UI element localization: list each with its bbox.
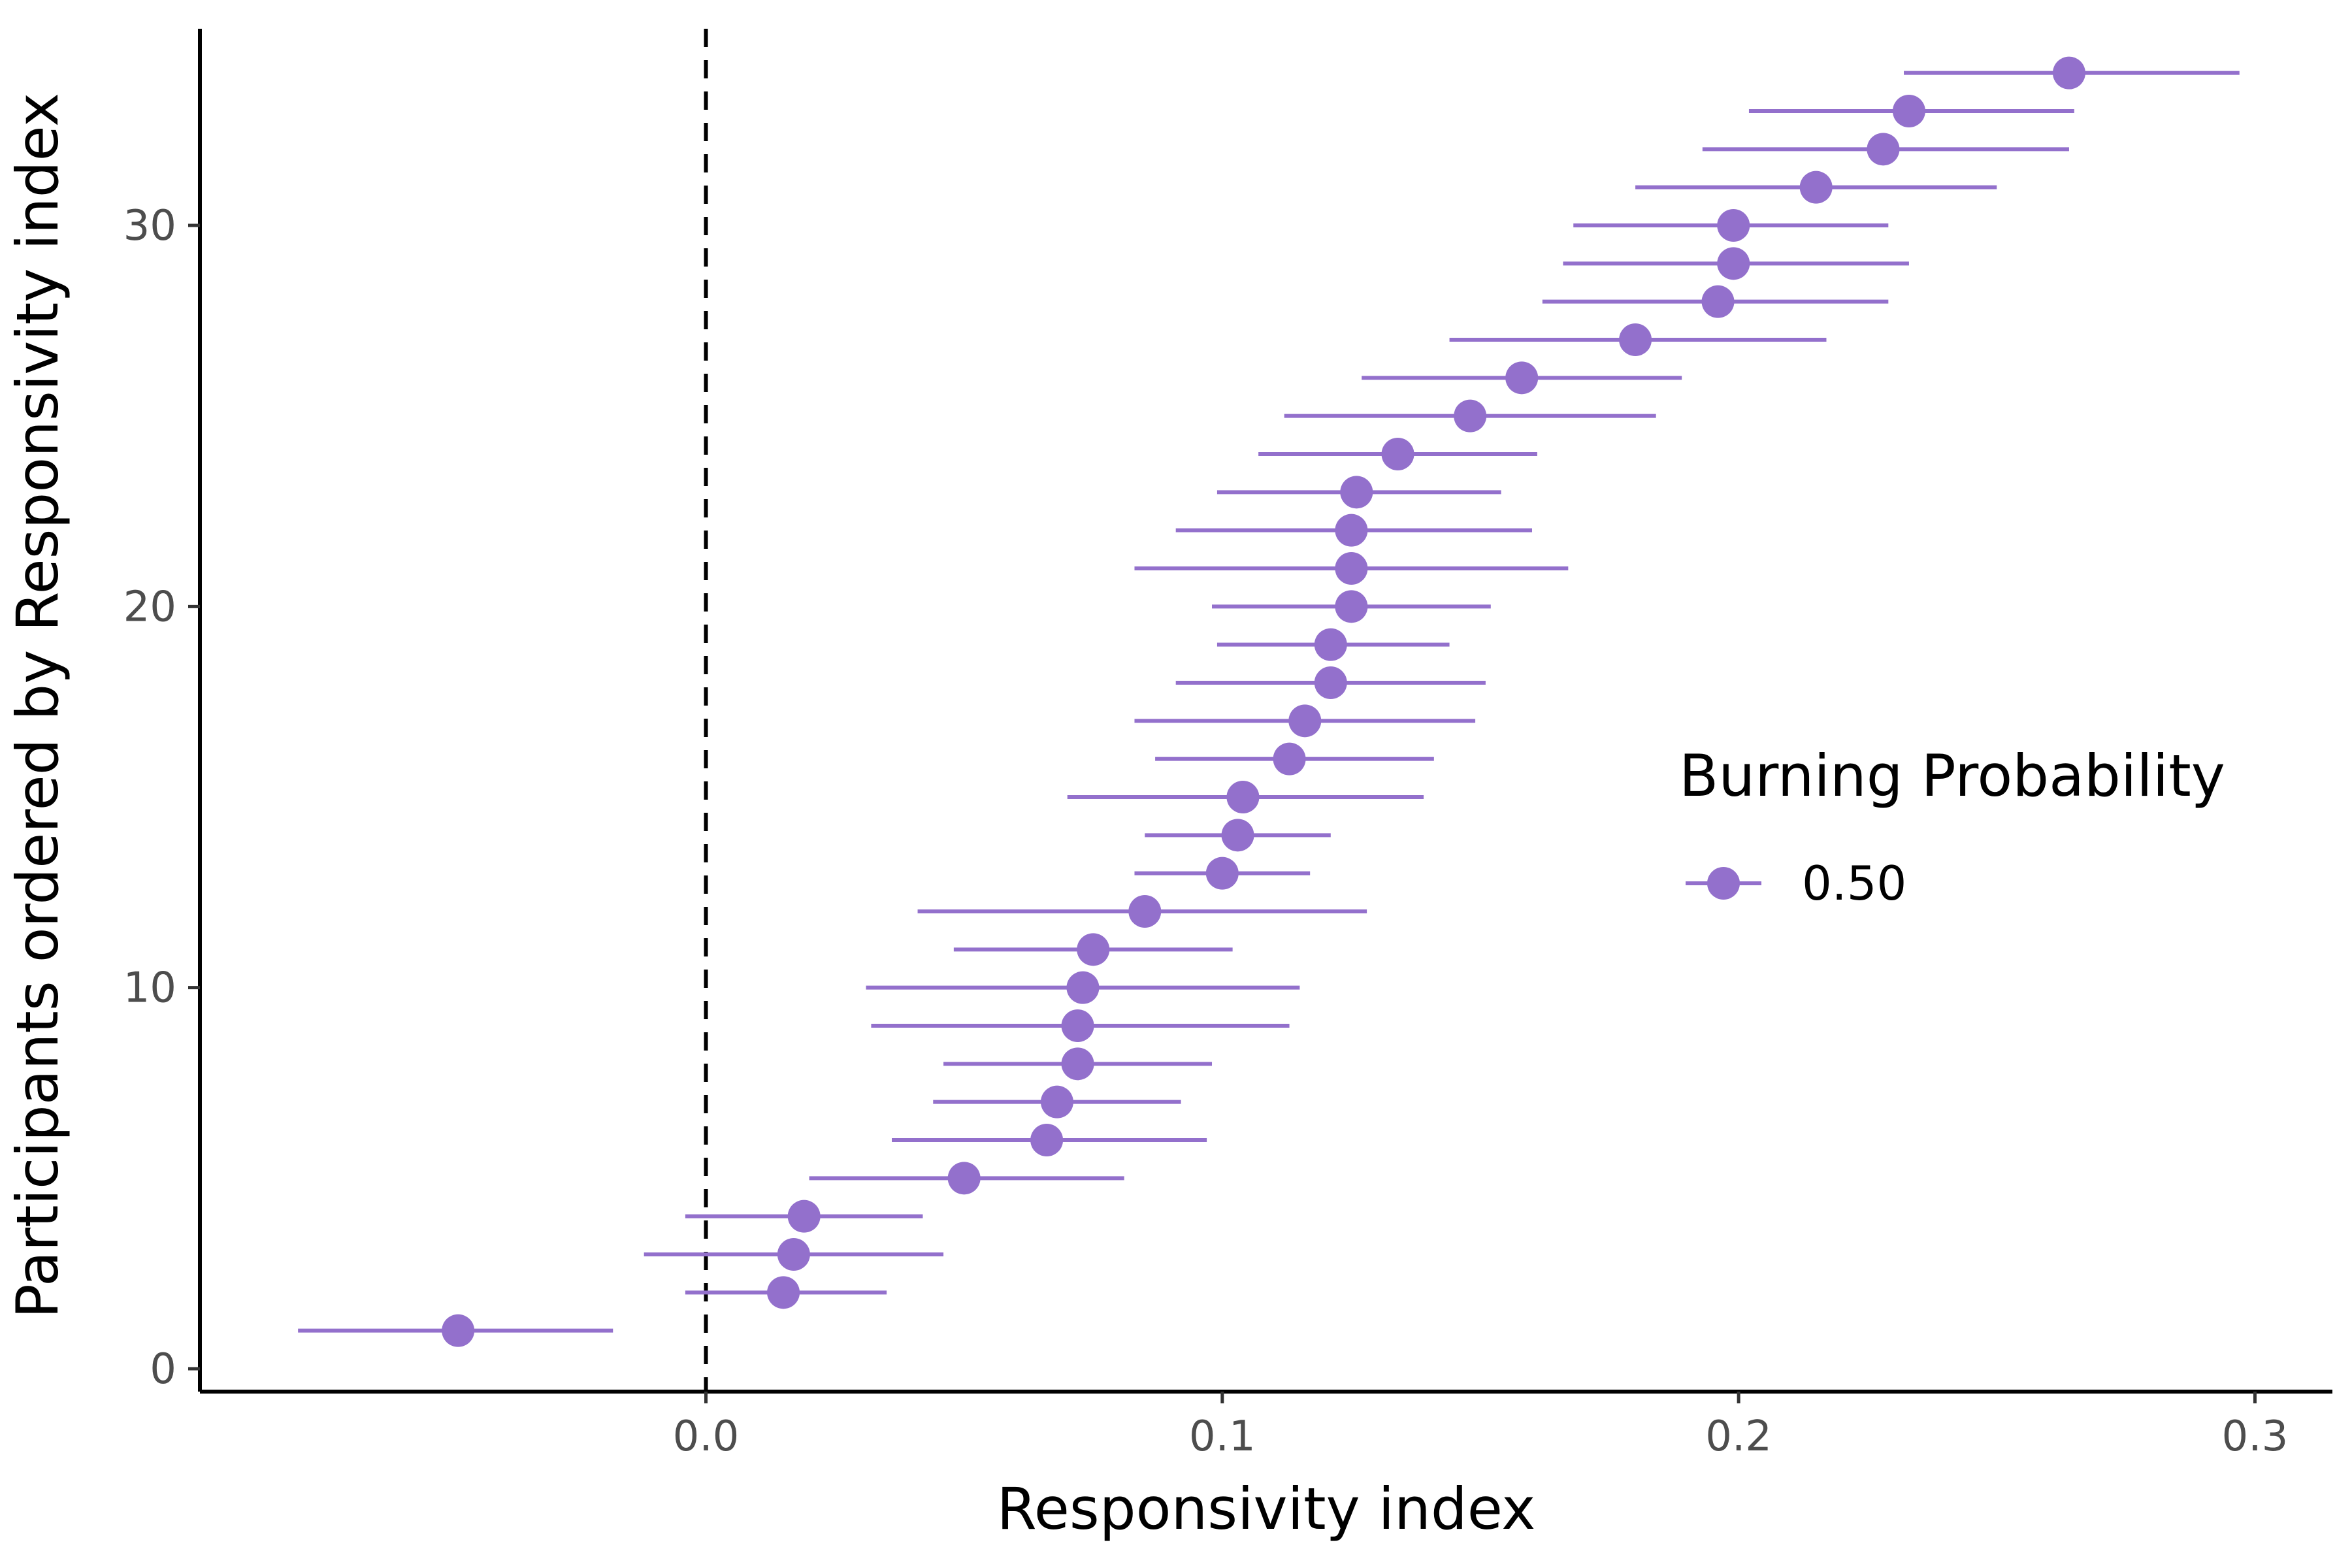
point-estimate bbox=[787, 1200, 821, 1233]
point-estimate bbox=[1061, 1009, 1094, 1042]
point-estimate bbox=[1892, 95, 1925, 127]
point-estimate bbox=[1799, 171, 1833, 204]
point-estimate bbox=[1381, 438, 1414, 470]
point-estimate bbox=[1061, 1047, 1094, 1081]
y-axis-ticks: 0 10 20 30 bbox=[123, 202, 200, 1394]
point-estimate bbox=[777, 1238, 810, 1271]
point-estimate bbox=[1505, 361, 1539, 395]
x-tick-label: 0.1 bbox=[1189, 1413, 1256, 1461]
point-estimate bbox=[1717, 247, 1750, 280]
point-estimate bbox=[442, 1314, 475, 1347]
point-estimates bbox=[442, 56, 2085, 1347]
point-estimate bbox=[1314, 628, 1347, 661]
legend-title: Burning Probability bbox=[1679, 742, 2225, 809]
legend: Burning Probability 0.50 bbox=[1679, 742, 2225, 911]
point-estimate bbox=[1340, 476, 1373, 509]
legend-key-marker bbox=[1707, 867, 1740, 900]
point-estimate bbox=[1454, 399, 1487, 433]
point-estimate bbox=[1335, 552, 1368, 585]
y-tick-label: 20 bbox=[123, 583, 176, 631]
point-estimate bbox=[1030, 1124, 1064, 1156]
point-estimate bbox=[1619, 323, 1652, 356]
point-estimate bbox=[1867, 133, 1900, 166]
point-estimate bbox=[1288, 704, 1322, 738]
point-estimate bbox=[1717, 209, 1750, 242]
point-estimate bbox=[1040, 1085, 1073, 1119]
point-estimate bbox=[1205, 857, 1239, 890]
point-estimate bbox=[1226, 781, 1260, 813]
point-estimate bbox=[1335, 514, 1368, 547]
x-axis-title: Responsivity index bbox=[997, 1475, 1536, 1543]
y-tick-label: 0 bbox=[150, 1345, 176, 1394]
y-tick-label: 30 bbox=[123, 202, 176, 250]
point-estimate bbox=[1273, 742, 1306, 776]
point-estimate bbox=[767, 1276, 800, 1309]
point-estimate bbox=[1335, 590, 1368, 623]
point-estimate bbox=[1314, 666, 1347, 699]
axes bbox=[198, 29, 2332, 1394]
x-tick-label: 0.3 bbox=[2222, 1413, 2289, 1461]
point-estimate bbox=[1701, 285, 1735, 318]
y-axis-title: Participants ordered by Responsivity ind… bbox=[4, 93, 71, 1318]
x-tick-label: 0.0 bbox=[673, 1413, 740, 1461]
point-estimate bbox=[1221, 819, 1254, 852]
point-estimate bbox=[1128, 895, 1162, 928]
point-estimate bbox=[1066, 971, 1100, 1004]
x-tick-label: 0.2 bbox=[1705, 1413, 1772, 1461]
point-estimate bbox=[947, 1162, 981, 1195]
point-estimate bbox=[2052, 56, 2085, 90]
point-estimate bbox=[1077, 933, 1110, 966]
legend-series-label: 0.50 bbox=[1802, 856, 1906, 911]
y-tick-label: 10 bbox=[123, 964, 176, 1013]
x-axis-ticks: 0.0 0.1 0.2 0.3 bbox=[673, 1392, 2289, 1461]
